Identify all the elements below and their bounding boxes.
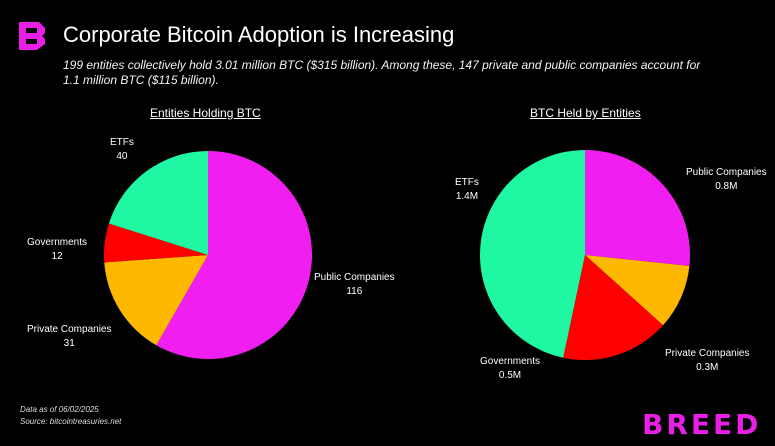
pie1-slice-governments (103, 223, 208, 263)
chart-title-btc-held: BTC Held by Entities (530, 106, 641, 120)
pie1-label-etfs: ETFs 40 (110, 137, 134, 162)
brand-wordmark: BREED (642, 408, 762, 441)
pie1-label-governments: Governments 12 (27, 237, 88, 262)
page-subtitle: 199 entities collectively hold 3.01 mill… (63, 58, 701, 87)
pie2-slice-public-companies (585, 150, 691, 266)
pie1-label-public: Public Companies 116 (314, 272, 395, 297)
footnote-date: Data as of 06/02/2025 (20, 405, 99, 414)
footnote-source: Source: bitcointreasuries.net (20, 417, 122, 426)
pie2-label-etfs: ETFs 1.4M (455, 177, 479, 202)
chart-title-entities: Entities Holding BTC (150, 106, 261, 120)
breed-logo-icon (19, 22, 45, 50)
pie2-slice-etfs (479, 150, 585, 358)
pie2-label-private: Private Companies 0.3M (665, 348, 750, 373)
pie1-slice-private-companies (104, 255, 208, 346)
footnote: Data as of 06/02/2025 Source: bitcointre… (20, 404, 121, 428)
pie1-label-private: Private Companies 31 (27, 324, 112, 349)
pie2-slice-private-companies (585, 255, 690, 326)
pie2-label-governments: Governments 0.5M (480, 356, 541, 381)
pie2-slice-governments (563, 255, 664, 361)
pie1-slice-public-companies (156, 151, 312, 359)
pie1-slice-etfs (108, 151, 208, 255)
page-title: Corporate Bitcoin Adoption is Increasing (63, 22, 455, 47)
pie2-label-public: Public Companies 0.8M (686, 167, 767, 192)
